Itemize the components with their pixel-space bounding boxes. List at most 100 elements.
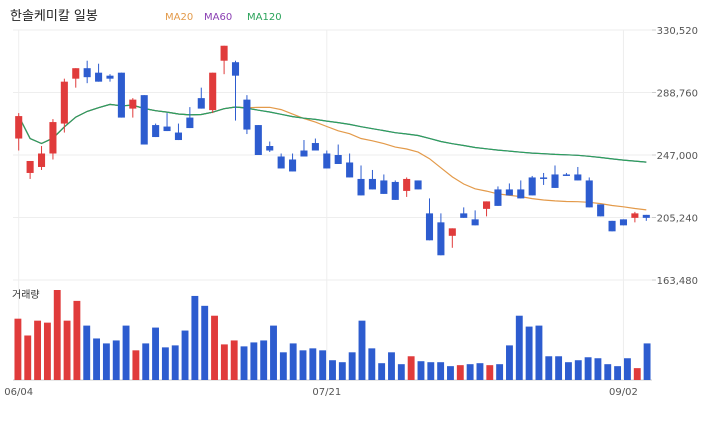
volume-bar — [466, 364, 474, 380]
volume-bar — [34, 320, 42, 380]
candle-body — [505, 189, 513, 196]
candle-body — [129, 99, 137, 109]
candle — [254, 125, 262, 155]
candle — [368, 169, 376, 190]
candle — [608, 220, 616, 232]
volume-bar — [397, 364, 405, 380]
candle-body — [334, 155, 342, 164]
candle — [174, 123, 182, 141]
candle — [129, 98, 137, 118]
chart-title: 한솔케미칼 일봉 — [10, 9, 98, 24]
volume-bar — [535, 325, 543, 380]
candle — [15, 113, 23, 151]
y-tick-label: 288,760 — [657, 89, 698, 100]
candle-body — [357, 178, 365, 196]
volume-bar — [447, 366, 454, 380]
candle-body — [209, 72, 217, 111]
candle — [562, 172, 570, 176]
volume-bar — [564, 362, 572, 380]
volume-bar — [388, 352, 395, 380]
volume-bar — [496, 364, 504, 380]
volume-bar — [260, 340, 268, 380]
volume-bar — [279, 352, 287, 380]
candle — [300, 140, 308, 157]
ma20-line — [18, 103, 647, 211]
candle — [448, 228, 456, 248]
candle-body — [197, 98, 205, 109]
candle — [26, 160, 34, 179]
candle-body — [174, 132, 182, 141]
volume-bar — [486, 365, 494, 380]
candle — [72, 68, 80, 88]
candle-body — [494, 189, 502, 206]
legend: MA20 MA60 MA120 — [165, 12, 282, 23]
y-tick-label: 330,520 — [657, 26, 698, 37]
volume-bar — [368, 348, 376, 380]
candle-body — [562, 174, 570, 176]
candle-body — [117, 72, 125, 118]
candle — [197, 87, 205, 109]
volume-bar — [191, 295, 199, 380]
candle-body — [597, 204, 605, 217]
candle-body — [403, 178, 411, 191]
volume-label: 거래량 — [12, 289, 40, 301]
volume-bar — [53, 290, 61, 380]
volume-bar — [623, 358, 631, 380]
volume-bar — [604, 364, 612, 380]
volume-bar — [122, 325, 130, 380]
candle-body — [517, 189, 525, 199]
volume-bar — [574, 360, 582, 380]
legend-ma60: MA60 — [204, 12, 232, 23]
volume-bar — [201, 305, 209, 380]
candle-body — [380, 180, 388, 194]
volume-bar — [181, 330, 189, 380]
candle-body — [311, 143, 319, 151]
candle-body — [163, 126, 171, 132]
volume-bar — [309, 348, 317, 380]
candle-body — [631, 213, 639, 218]
volume-bar — [270, 325, 277, 380]
candle — [631, 211, 639, 223]
candle — [437, 213, 445, 256]
ma60-line — [18, 103, 647, 163]
legend-ma120: MA120 — [247, 12, 282, 23]
candle — [37, 146, 46, 170]
candle — [311, 138, 319, 151]
volume-bar — [378, 363, 386, 380]
volume-bar — [515, 315, 523, 380]
candle — [334, 144, 342, 164]
ma120-line — [18, 103, 647, 163]
candle-body — [140, 95, 148, 145]
candle-body — [266, 146, 274, 151]
volume-bar — [358, 320, 366, 380]
candle-body — [608, 220, 616, 232]
moving-averages — [18, 103, 647, 211]
volume-bar — [319, 350, 327, 380]
candle-body — [483, 201, 491, 209]
candle-body — [72, 68, 80, 79]
candle — [517, 180, 525, 199]
candle — [425, 198, 434, 241]
volume-bar — [132, 350, 140, 380]
candle-body — [425, 213, 434, 241]
candle-body — [60, 81, 68, 124]
volume-bar — [43, 322, 51, 380]
candle — [231, 60, 240, 121]
grid — [13, 29, 652, 381]
candles — [15, 45, 650, 256]
x-tick-label: 07/21 — [312, 387, 341, 398]
candle — [83, 60, 91, 84]
volume-bar — [24, 335, 32, 380]
candle-body — [585, 180, 593, 208]
volume-bar — [142, 343, 150, 380]
volume-bar — [545, 356, 553, 380]
y-tick-label: 205,240 — [657, 214, 698, 225]
candle-body — [220, 45, 228, 61]
candle-body — [460, 213, 468, 218]
volume-bar — [73, 300, 81, 380]
volume-bar — [633, 368, 641, 380]
candle-body — [26, 160, 34, 173]
candle — [460, 207, 468, 218]
volume-bar — [240, 346, 248, 380]
volume-bar — [476, 363, 484, 380]
